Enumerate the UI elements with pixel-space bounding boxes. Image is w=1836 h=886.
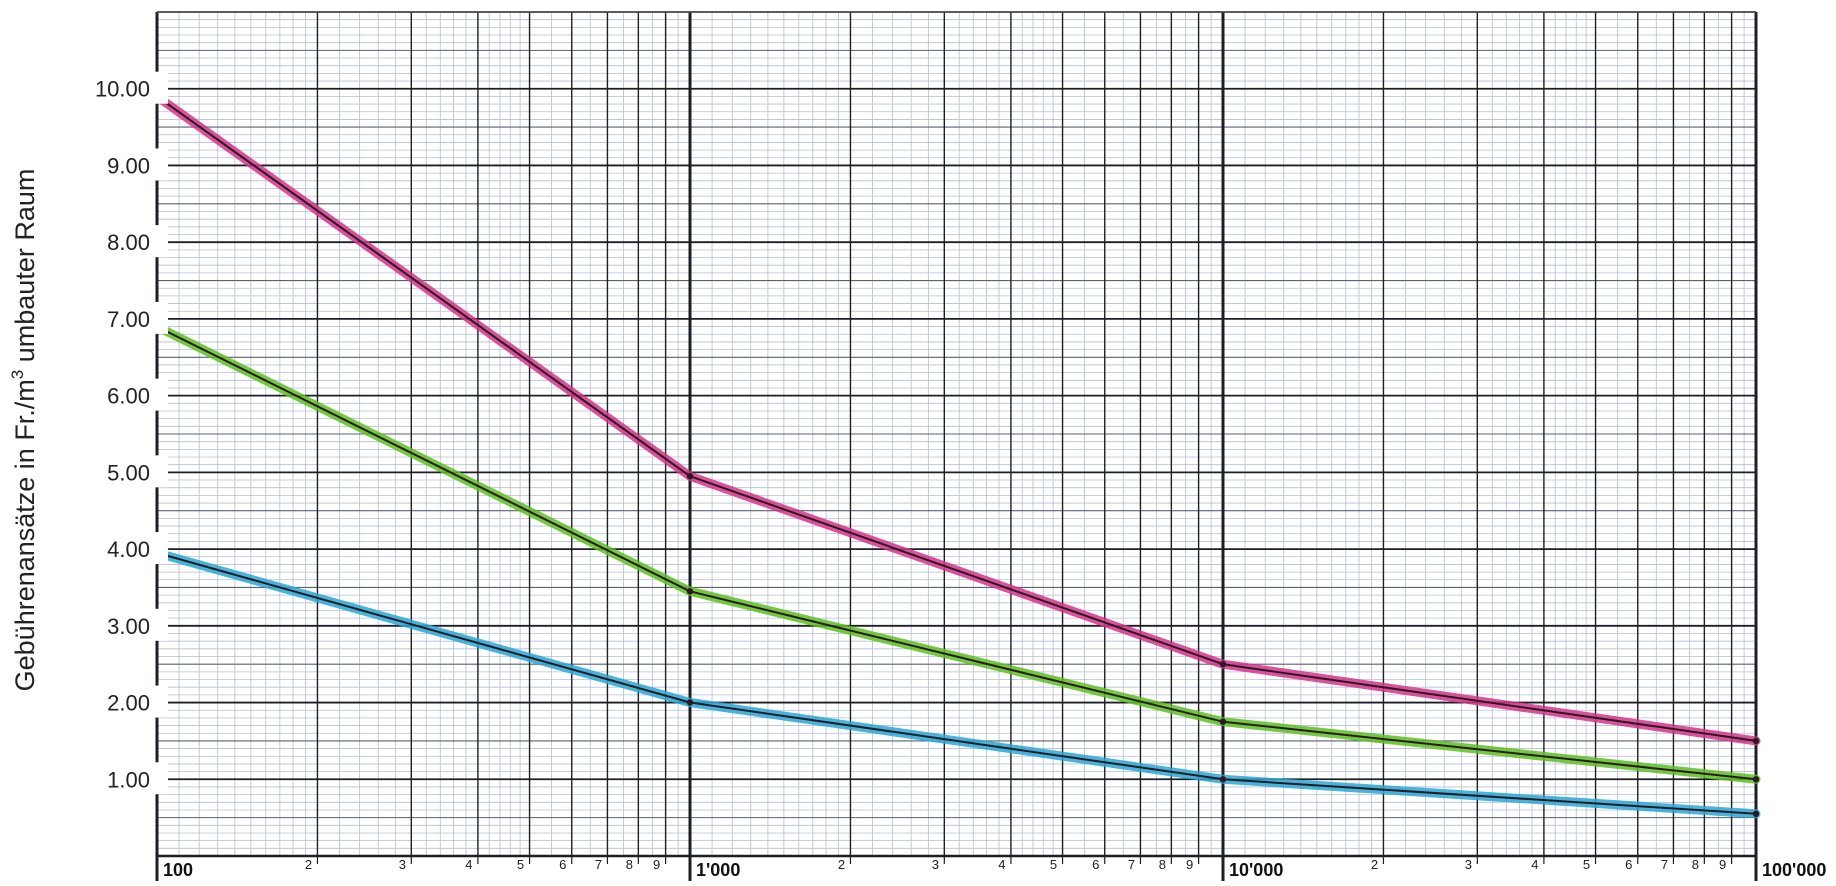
x-minor-label: 4 [465,857,472,872]
series-line-1 [156,95,1757,742]
series-3-point [1752,810,1760,817]
y-axis-title-tail: umbauter Raum [10,169,40,370]
x-minor-label: 5 [517,857,524,872]
x-minor-label: 6 [559,857,566,872]
x-minor-label: 9 [653,857,660,872]
x-decade-label: 1'000 [696,860,740,880]
y-tick-label: 3.00 [107,614,150,639]
y-tick-label-bg [80,378,168,411]
y-tick-label: 10.00 [95,77,150,102]
y-tick-label: 6.00 [107,384,150,409]
y-tick-label-bg [80,532,168,565]
series-2-point [1752,776,1760,783]
series-3-point [686,699,694,706]
x-minor-label: 9 [1186,857,1193,872]
series-line-2 [156,325,1757,781]
x-minor-label: 8 [1692,857,1699,872]
series-line-3 [156,551,1757,815]
y-axis-title: Gebührenansätze in Fr./m3 umbauter Raum [8,169,40,692]
series-2-point [1219,718,1227,725]
x-minor-label: 7 [595,857,602,872]
series-layer [152,91,1761,819]
y-tick-label: 8.00 [107,230,150,255]
x-minor-label: 2 [305,857,312,872]
x-minor-label: 3 [1465,857,1472,872]
x-minor-label: 7 [1661,857,1668,872]
x-minor-label: 3 [932,857,939,872]
x-minor-label: 6 [1625,857,1632,872]
y-tick-label-bg [80,71,168,104]
series-1-point [686,473,694,480]
y-axis-title-superscript: 3 [8,370,27,379]
x-minor-label: 3 [399,857,406,872]
x-axis-label-band [0,858,1836,881]
y-tick-label-bg [80,225,168,258]
series-2-point [686,588,694,595]
grid-major [155,11,1758,881]
x-minor-label: 2 [838,857,845,872]
x-minor-label: 4 [998,857,1005,872]
y-tick-label: 1.00 [107,767,150,792]
x-minor-label: 9 [1719,857,1726,872]
x-minor-label: 7 [1128,857,1135,872]
y-tick-label-bg [80,301,168,334]
series-3-point [1219,776,1227,783]
y-tick-label: 2.00 [107,691,150,716]
x-minor-label: 2 [1371,857,1378,872]
x-decade-label: 100'000 [1762,860,1826,880]
x-decade-label: 100 [163,860,193,880]
y-tick-label-bg [80,455,168,488]
x-minor-label: 8 [626,857,633,872]
y-tick-label-bg [80,762,168,795]
x-minor-label: 8 [1159,857,1166,872]
x-minor-label: 4 [1531,857,1538,872]
y-tick-label: 5.00 [107,460,150,485]
y-tick-label-bg [80,685,168,718]
y-tick-label: 7.00 [107,307,150,332]
x-minor-label: 6 [1092,857,1099,872]
y-axis-title-main: Gebührenansätze in Fr./m [10,379,40,691]
series-1-point [1752,737,1760,745]
series-1-point [1219,661,1227,668]
x-decade-label: 10'000 [1229,860,1283,880]
x-axis-ticks: 100 1'000 10'000 100'000 2 3 4 5 6 7 8 9 2 3 4 5 6 7 8 9 2 3 4… [0,856,1836,881]
y-tick-label: 4.00 [107,537,150,562]
x-minor-label: 5 [1050,857,1057,872]
y-axis-ticks: 1.00 2.00 3.00 4.00 5.00 6.00 7.00 8.00 9.00 10.0… [80,71,168,795]
x-minor-label: 5 [1583,857,1590,872]
y-tick-label-bg [80,608,168,641]
y-tick-label: 9.00 [107,153,150,178]
y-tick-label-bg [80,148,168,181]
